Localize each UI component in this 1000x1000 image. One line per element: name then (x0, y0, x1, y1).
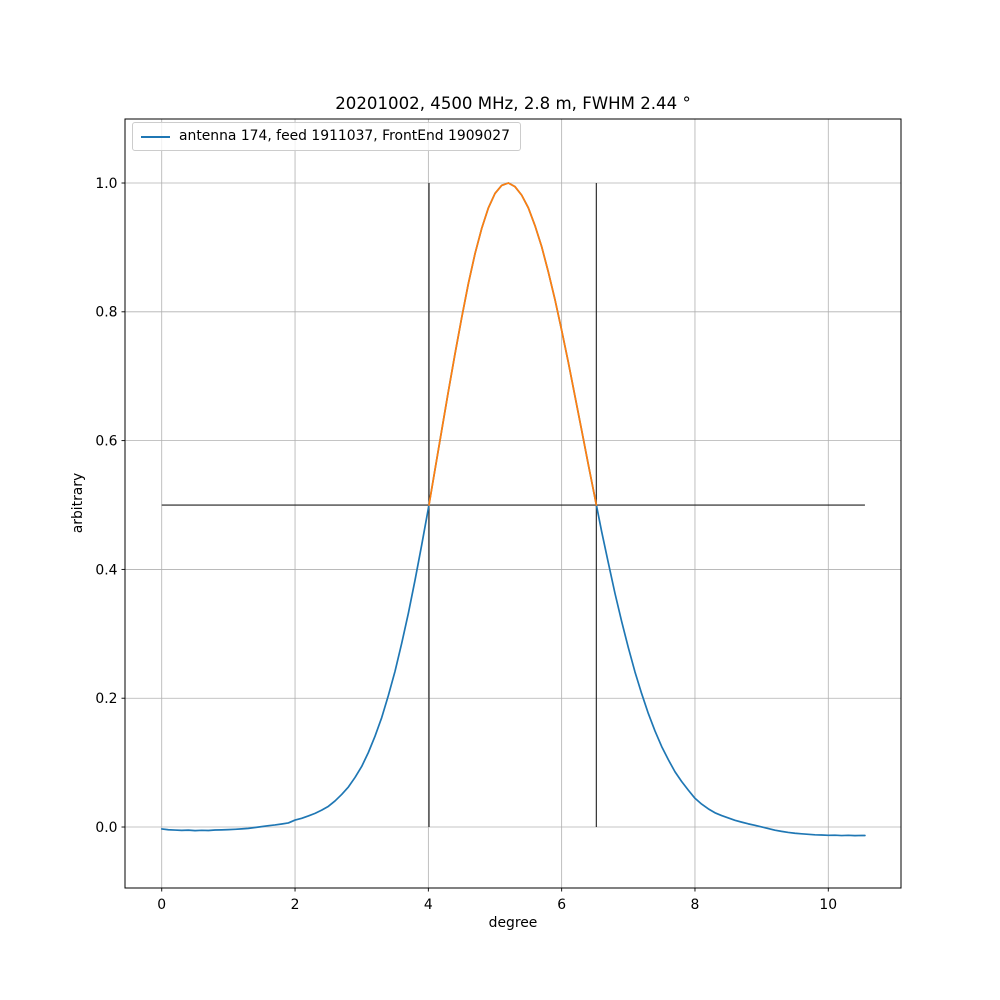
legend-label: antenna 174, feed 1911037, FrontEnd 1909… (179, 127, 510, 144)
beam-scan-curve (160, 182, 866, 837)
y-tick-label: 0.4 (95, 562, 117, 578)
series-layer (160, 182, 866, 837)
fwhm-region-curve (428, 182, 598, 506)
y-axis-label: arbitrary (70, 473, 86, 534)
x-tick-label: 10 (819, 897, 837, 913)
x-tick-label: 4 (424, 897, 433, 913)
x-tick-label: 8 (691, 897, 700, 913)
x-tick-label: 0 (157, 897, 166, 913)
y-tick-label: 0.2 (95, 691, 117, 707)
y-tick-label: 0.0 (95, 820, 117, 836)
y-tick-label: 0.8 (95, 305, 117, 321)
grid-layer (125, 119, 901, 888)
legend: antenna 174, feed 1911037, FrontEnd 1909… (132, 122, 521, 151)
annotation-layer (161, 183, 865, 828)
x-axis-label: degree (489, 915, 538, 931)
chart-title: 20201002, 4500 MHz, 2.8 m, FWHM 2.44 ° (335, 94, 691, 113)
plot-border (124, 118, 902, 889)
axes-layer: 0 2 4 6 8 10 0.0 0.2 0.4 0.6 0.8 1.0 (95, 118, 902, 913)
y-tick-label: 0.6 (95, 434, 117, 450)
y-tick-label: 1.0 (95, 176, 117, 192)
legend-line-sample-icon (141, 135, 170, 138)
x-tick-label: 2 (291, 897, 300, 913)
x-tick-label: 6 (557, 897, 566, 913)
